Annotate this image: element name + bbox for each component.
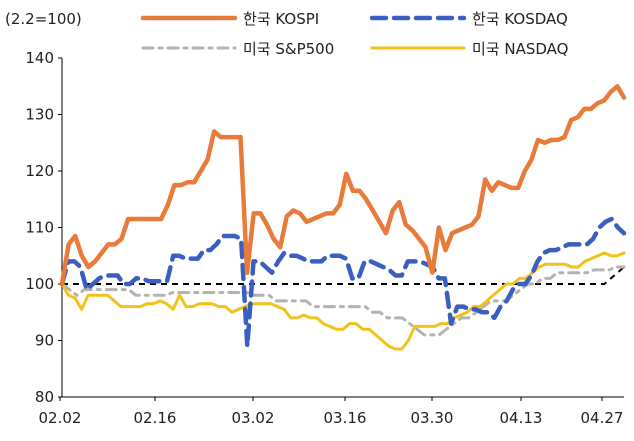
- series-lines: [59, 84, 627, 351]
- series-line-2: [60, 265, 626, 337]
- y-tick-label: 140: [25, 49, 54, 67]
- x-tick-label: 02.02: [39, 409, 82, 427]
- y-tick-label: 120: [25, 162, 54, 180]
- x-tick-labels: 02.02 02.16 03.02 03.16 03.30 04.13 04.27: [39, 397, 624, 427]
- legend-label-0: 한국 KOSPI: [243, 10, 319, 28]
- x-tick-label: 03.02: [232, 409, 275, 427]
- unit-label: (2.2=100): [5, 10, 82, 28]
- legend-label-2: 미국 S&P500: [243, 40, 334, 58]
- x-tick-label: 03.16: [324, 409, 367, 427]
- y-tick-label: 100: [25, 275, 54, 293]
- series-line-1: [59, 216, 627, 349]
- y-tick-label: 130: [25, 106, 54, 124]
- reference-line-100: [62, 266, 625, 285]
- series-line-0: [59, 84, 627, 287]
- axes: [61, 58, 624, 398]
- legend-label-3: 미국 NASDAQ: [472, 40, 568, 58]
- y-tick-labels: 80 90 100 110 120 130 140: [25, 49, 62, 406]
- x-tick-label: 04.27: [581, 409, 624, 427]
- series-line-3: [60, 251, 626, 351]
- y-tick-label: 80: [35, 388, 54, 406]
- legend-label-1: 한국 KOSDAQ: [472, 10, 568, 28]
- y-tick-label: 110: [25, 219, 54, 237]
- x-tick-label: 02.16: [134, 409, 177, 427]
- legend: 한국 KOSPI 한국 KOSDAQ 미국 S&P500 미국 NASDAQ: [140, 10, 568, 58]
- x-tick-label: 03.30: [411, 409, 454, 427]
- x-tick-label: 04.13: [500, 409, 543, 427]
- y-tick-label: 90: [35, 332, 54, 350]
